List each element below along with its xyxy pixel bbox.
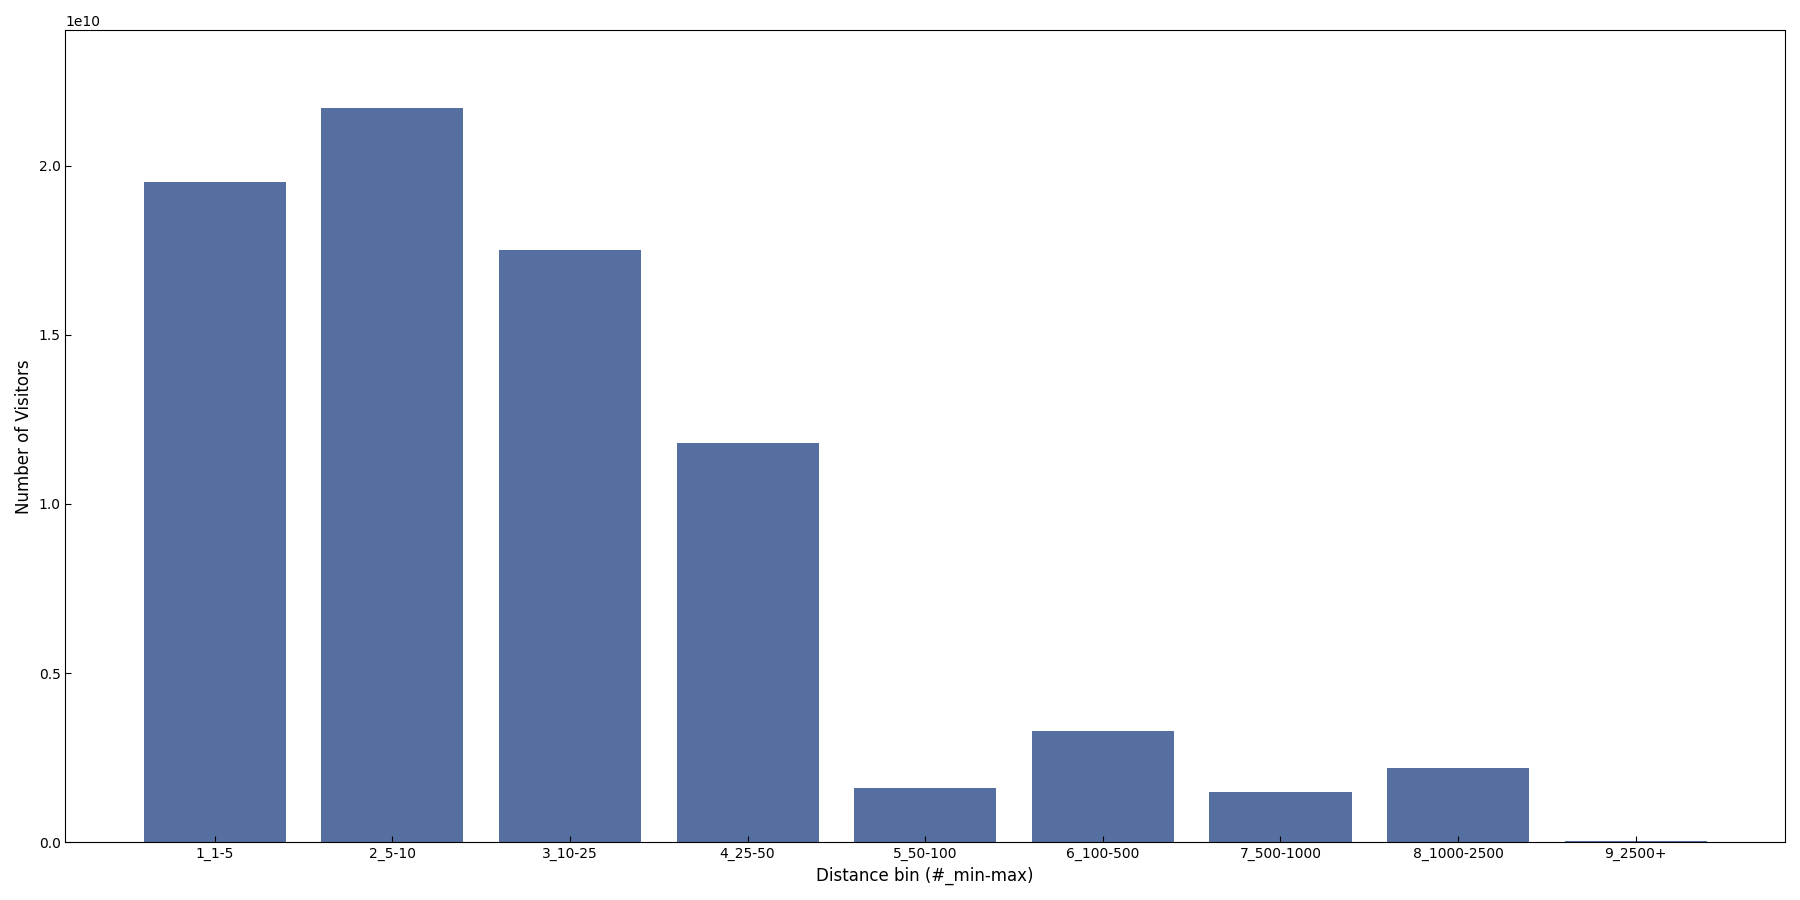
Y-axis label: Number of Visitors: Number of Visitors <box>14 359 32 514</box>
Bar <box>320 108 463 842</box>
Bar <box>1388 768 1530 842</box>
Bar <box>1210 792 1352 842</box>
X-axis label: Distance bin (#_min-max): Distance bin (#_min-max) <box>817 867 1033 885</box>
Bar <box>144 183 286 842</box>
Bar <box>1564 841 1706 842</box>
Bar <box>499 250 641 842</box>
Bar <box>1031 731 1174 842</box>
Bar <box>677 443 819 842</box>
Bar <box>855 788 995 842</box>
